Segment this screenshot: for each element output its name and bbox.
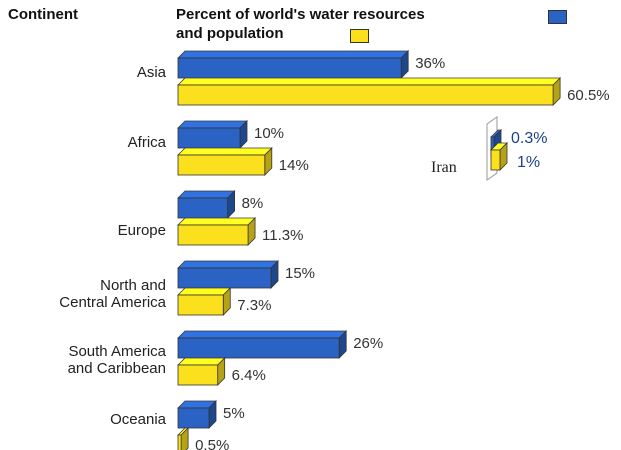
inset-population-label: 1% — [517, 154, 540, 171]
category-label-line: North and — [100, 277, 166, 294]
category-label-line: Central America — [59, 294, 166, 311]
population-value-label: 14% — [279, 157, 309, 174]
population-bar-top — [177, 357, 226, 366]
water-bar — [177, 267, 272, 289]
category-label: North and Central America — [59, 277, 166, 311]
population-bar-top — [177, 147, 273, 156]
water-bar-top — [177, 120, 248, 129]
category-label-line: South America — [68, 343, 166, 360]
population-bar — [177, 294, 224, 316]
category-label-line: Europe — [117, 222, 166, 239]
inset-population-bar — [490, 149, 501, 171]
category-label-line: Oceania — [110, 411, 166, 428]
water-bar-top — [177, 260, 279, 269]
water-bar — [177, 407, 210, 429]
category-label-line: Africa — [127, 134, 166, 151]
population-bar — [177, 434, 182, 450]
legend-swatch-water — [548, 10, 567, 24]
category-label: Oceania — [110, 411, 166, 428]
water-bar-top — [177, 190, 236, 199]
population-value-label: 6.4% — [232, 367, 266, 384]
population-bar — [177, 84, 554, 106]
population-bar-top — [177, 217, 257, 226]
water-bar — [177, 127, 241, 149]
water-bar-top — [177, 330, 348, 339]
population-bar-top — [177, 77, 562, 86]
water-value-label: 10% — [254, 125, 284, 142]
population-bar-top — [177, 287, 232, 296]
population-value-label: 11.3% — [262, 227, 303, 244]
water-bar-top — [177, 50, 410, 59]
legend-swatch-population — [350, 29, 369, 43]
water-bar — [177, 337, 340, 359]
water-value-label: 26% — [353, 335, 383, 352]
population-bar — [177, 154, 266, 176]
water-bar — [177, 57, 402, 79]
category-label: Asia — [137, 64, 166, 81]
inset-label-iran: Iran — [431, 159, 457, 176]
water-bar — [177, 197, 228, 219]
inset-water-label: 0.3% — [511, 130, 547, 147]
chart-title-line2: and population — [176, 25, 284, 42]
category-label: Africa — [128, 134, 166, 151]
population-value-label: 60.5% — [567, 87, 610, 104]
population-bar — [177, 364, 219, 386]
category-label-line: Asia — [136, 64, 166, 81]
column-header-continent: Continent — [8, 6, 78, 23]
water-value-label: 5% — [223, 405, 245, 422]
water-value-label: 15% — [285, 265, 315, 282]
water-value-label: 8% — [242, 195, 264, 212]
population-value-label: 0.5% — [195, 437, 229, 450]
category-label: South America and Caribbean — [68, 343, 166, 377]
category-label-line: and Caribbean — [67, 360, 166, 377]
population-bar — [177, 224, 249, 246]
population-value-label: 7.3% — [237, 297, 271, 314]
water-value-label: 36% — [415, 55, 445, 72]
chart-title-line1: Percent of world's water resources — [176, 6, 425, 23]
category-label: Europe — [118, 222, 166, 239]
